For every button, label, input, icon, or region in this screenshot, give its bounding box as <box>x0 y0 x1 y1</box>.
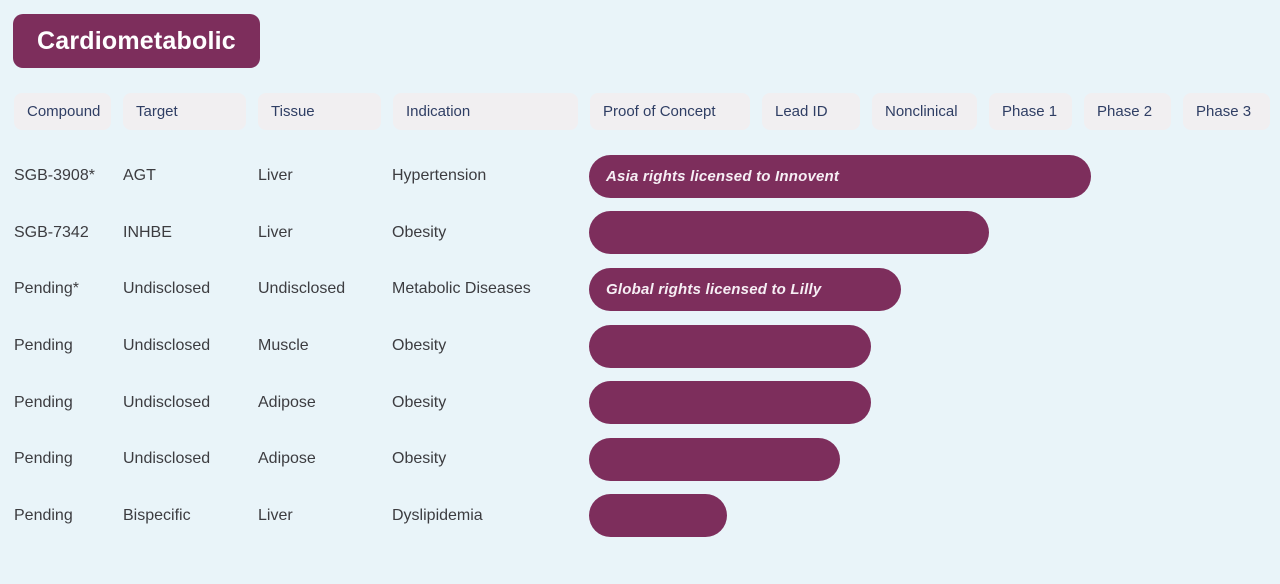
column-header-phase-1: Phase 1 <box>989 93 1072 130</box>
category-title-badge: Cardiometabolic <box>13 14 260 68</box>
column-header-proof-of-concept: Proof of Concept <box>590 93 750 130</box>
column-header-compound: Compound <box>14 93 111 130</box>
bar-annotation: Asia rights licensed to Innovent <box>606 167 840 185</box>
progress-bar <box>589 324 871 368</box>
compound-cell: SGB-3908* <box>14 167 95 185</box>
indication-cell: Obesity <box>392 450 447 468</box>
progress-bar <box>589 211 989 255</box>
column-header-tissue: Tissue <box>258 93 381 130</box>
pipeline-rows: SGB-3908* AGT Liver Hypertension Asia ri… <box>14 148 1270 544</box>
progress-bar <box>589 494 727 538</box>
progress-bar <box>589 437 840 481</box>
progress-bar: Global rights licensed to Lilly <box>589 267 901 311</box>
target-cell: INHBE <box>123 223 172 241</box>
pipeline-row: Pending Undisclosed Adipose Obesity <box>14 374 1270 431</box>
indication-cell: Obesity <box>392 223 447 241</box>
indication-cell: Obesity <box>392 393 447 411</box>
column-header-indication: Indication <box>393 93 578 130</box>
bar-annotation: Global rights licensed to Lilly <box>606 280 822 298</box>
tissue-cell: Adipose <box>258 393 316 411</box>
pipeline-row: Pending Bispecific Liver Dyslipidemia <box>14 488 1270 545</box>
progress-bar: Asia rights licensed to Innovent <box>589 154 1091 198</box>
target-cell: Bispecific <box>123 506 191 524</box>
indication-cell: Dyslipidemia <box>392 506 483 524</box>
target-cell: Undisclosed <box>123 393 211 411</box>
column-header-lead-id: Lead ID <box>762 93 860 130</box>
tissue-cell: Liver <box>258 167 293 185</box>
target-cell: Undisclosed <box>123 337 211 355</box>
pipeline-row: SGB-7342 INHBE Liver Obesity <box>14 205 1270 262</box>
target-cell: AGT <box>123 167 156 185</box>
pipeline-row: Pending Undisclosed Muscle Obesity <box>14 318 1270 375</box>
target-cell: Undisclosed <box>123 280 211 298</box>
compound-cell: SGB-7342 <box>14 223 89 241</box>
compound-cell: Pending <box>14 337 73 355</box>
page-title: Cardiometabolic <box>37 26 236 55</box>
column-header-row: Compound Target Tissue Indication Proof … <box>14 93 1270 130</box>
indication-cell: Obesity <box>392 337 447 355</box>
compound-cell: Pending <box>14 450 73 468</box>
column-header-target: Target <box>123 93 246 130</box>
tissue-cell: Muscle <box>258 337 309 355</box>
tissue-cell: Undisclosed <box>258 280 346 298</box>
pipeline-row: Pending* Undisclosed Undisclosed Metabol… <box>14 261 1270 318</box>
compound-cell: Pending <box>14 506 73 524</box>
column-header-phase-3: Phase 3 <box>1183 93 1270 130</box>
compound-cell: Pending* <box>14 280 79 298</box>
tissue-cell: Adipose <box>258 450 316 468</box>
pipeline-row: SGB-3908* AGT Liver Hypertension Asia ri… <box>14 148 1270 205</box>
pipeline-row: Pending Undisclosed Adipose Obesity <box>14 431 1270 488</box>
indication-cell: Metabolic Diseases <box>392 280 531 298</box>
tissue-cell: Liver <box>258 223 293 241</box>
tissue-cell: Liver <box>258 506 293 524</box>
column-header-phase-2: Phase 2 <box>1084 93 1171 130</box>
compound-cell: Pending <box>14 393 73 411</box>
column-header-nonclinical: Nonclinical <box>872 93 977 130</box>
progress-bar <box>589 381 871 425</box>
target-cell: Undisclosed <box>123 450 211 468</box>
indication-cell: Hypertension <box>392 167 487 185</box>
